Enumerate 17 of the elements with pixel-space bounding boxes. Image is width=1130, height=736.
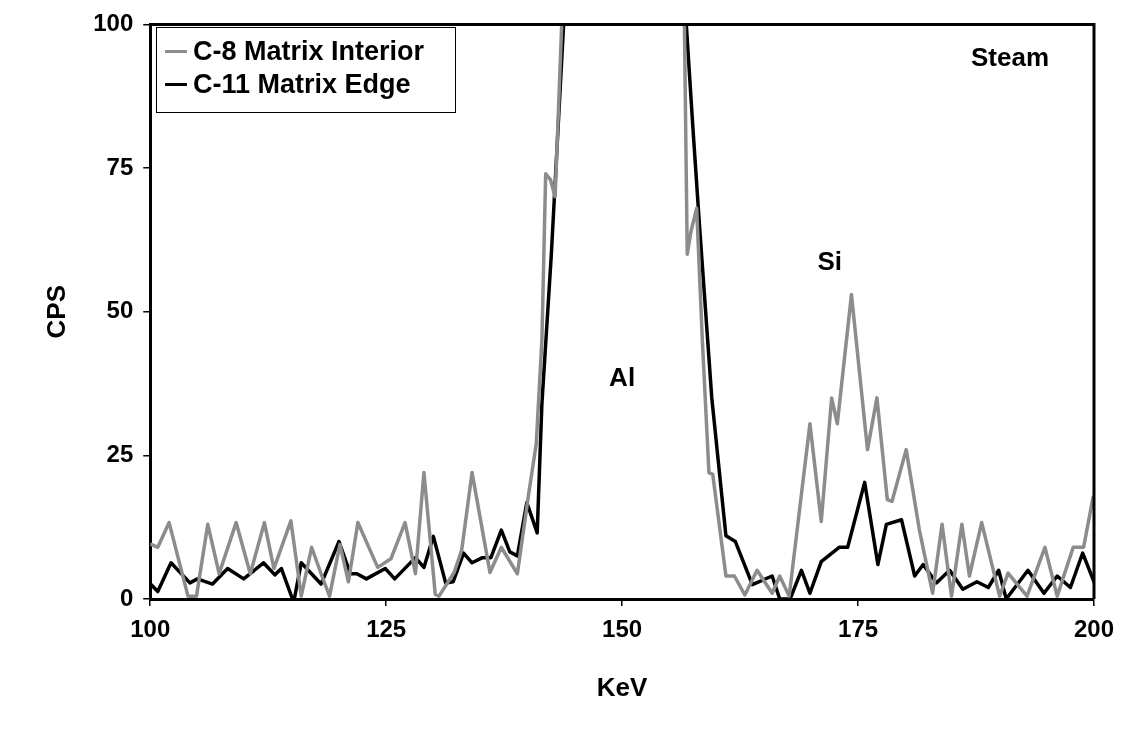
y-tick-label: 100 [93, 9, 134, 37]
x-tick-label: 175 [838, 615, 879, 643]
annotation: Si [817, 246, 843, 277]
x-tick-label: 125 [366, 615, 407, 643]
legend-label: C-11 Matrix Edge [193, 69, 411, 100]
y-tick-label: 75 [106, 152, 134, 180]
x-tick-label: 100 [130, 615, 171, 643]
x-tick-label: 150 [602, 615, 643, 643]
x-axis-title: KeV [596, 671, 649, 702]
y-axis-title: CPS [40, 284, 71, 339]
annotation: Steam [970, 42, 1050, 73]
legend-label: C-8 Matrix Interior [193, 36, 425, 67]
y-tick-label: 0 [119, 583, 134, 611]
x-tick-label: 200 [1073, 615, 1115, 643]
annotation: Al [609, 361, 636, 392]
y-tick-label: 25 [106, 439, 134, 467]
y-tick-label: 50 [106, 296, 134, 324]
